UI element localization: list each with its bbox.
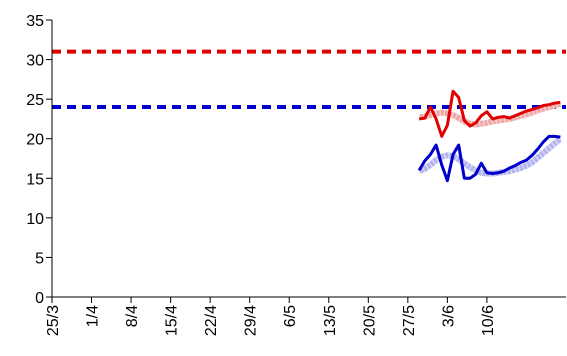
series-line-1 — [418, 89, 561, 138]
y-tick-label: 0 — [35, 290, 44, 307]
y-axis-ticks: 0 5 10 15 20 25 30 35 — [26, 13, 52, 307]
series-line-0-hatch — [418, 101, 562, 128]
x-tick-label: 20/5 — [361, 305, 378, 336]
x-tick-label: 8/4 — [124, 305, 141, 327]
y-tick-label: 5 — [35, 250, 44, 267]
x-axis-ticks: 25/3 1/4 8/4 15/4 22/4 29/4 6/5 13/5 20/5 27/5 3/6… — [45, 297, 497, 336]
x-tick-label: 6/5 — [282, 305, 299, 327]
y-tick-label: 35 — [26, 13, 44, 30]
y-tick-label: 30 — [26, 53, 44, 70]
x-tick-label: 29/4 — [243, 305, 260, 336]
reference-lines — [52, 49, 566, 110]
x-tick-label: 1/4 — [85, 305, 102, 327]
series-lines — [417, 89, 563, 183]
x-tick-label: 27/5 — [401, 305, 418, 336]
x-tick-label: 25/3 — [45, 305, 62, 336]
y-tick-label: 25 — [26, 92, 44, 109]
y-tick-label: 10 — [26, 211, 44, 228]
y-tick-label: 20 — [26, 132, 44, 149]
axes — [51, 20, 566, 298]
x-tick-label: 22/4 — [203, 305, 220, 336]
series-line-3 — [417, 134, 561, 183]
x-tick-label: 15/4 — [164, 305, 181, 336]
x-tick-label: 13/5 — [322, 305, 339, 336]
y-tick-label: 15 — [26, 171, 44, 188]
x-tick-label: 10/6 — [480, 305, 497, 336]
x-tick-label: 3/6 — [440, 305, 457, 327]
